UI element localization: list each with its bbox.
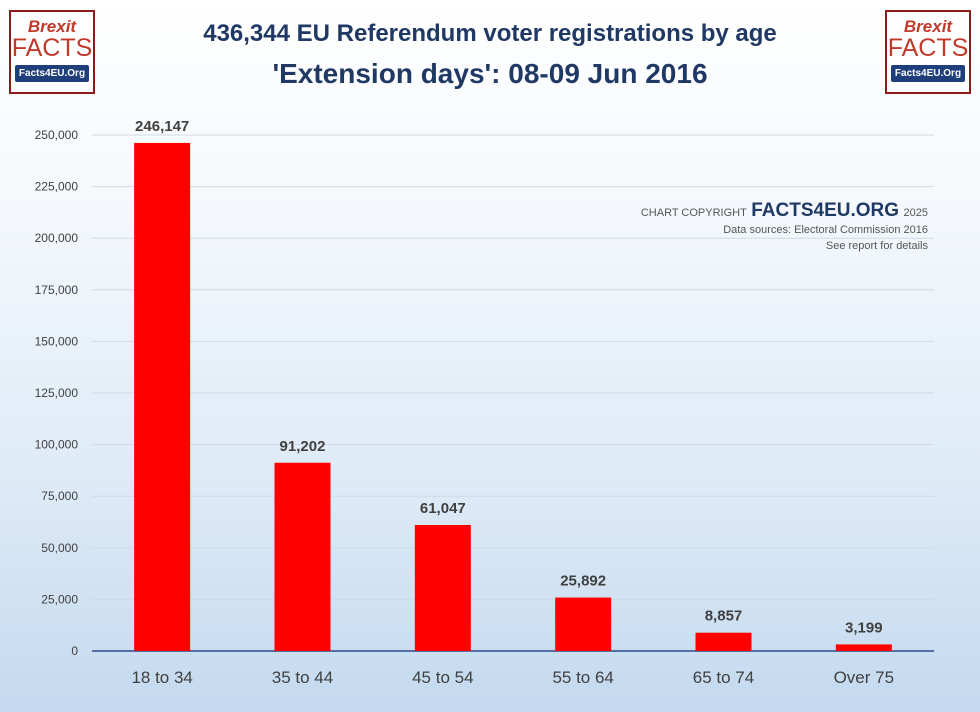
x-tick-label: 35 to 44: [272, 668, 333, 687]
report-details-text: See report for details: [825, 240, 928, 252]
copyright-prefix: CHART COPYRIGHT: [640, 207, 747, 219]
bar: [835, 644, 892, 651]
data-label: 61,047: [420, 500, 466, 517]
x-tick-label: 18 to 34: [131, 668, 192, 687]
data-sources-text: Data sources: Electoral Commission 2016: [723, 224, 928, 236]
y-tick-label: 175,000: [35, 283, 79, 297]
copyright-block: CHART COPYRIGHT FACTS4EU.ORG 2025 Data s…: [641, 200, 928, 254]
y-tick-label: 125,000: [35, 386, 79, 400]
data-label: 25,892: [560, 573, 606, 590]
data-label: 246,147: [135, 118, 189, 135]
chart-title: 436,344 EU Referendum voter registration…: [203, 20, 777, 47]
bar: [274, 462, 331, 651]
logo-url-text: Facts4EU.Org: [15, 65, 89, 82]
bar: [134, 142, 191, 652]
data-label: 8,857: [705, 608, 743, 625]
chart-subtitle: 'Extension days': 08-09 Jun 2016: [272, 58, 708, 89]
y-tick-label: 250,000: [35, 128, 79, 142]
brexit-facts-logo-right: Brexit FACTS Facts4EU.Org: [885, 10, 971, 94]
x-tick-label: 65 to 74: [693, 668, 754, 687]
x-tick-label: Over 75: [834, 668, 894, 687]
logo-facts-text: FACTS: [887, 34, 969, 62]
y-tick-label: 25,000: [41, 592, 78, 606]
bar: [555, 597, 612, 651]
bar: [695, 632, 752, 651]
logo-brexit-text: Brexit: [903, 17, 953, 36]
y-tick-label: 75,000: [41, 489, 78, 503]
copyright-brand: FACTS4EU.ORG: [751, 200, 900, 221]
copyright-year: 2025: [903, 207, 928, 219]
logo-url-text: Facts4EU.Org: [891, 65, 965, 82]
y-tick-label: 150,000: [35, 334, 79, 348]
logo-brexit-text: Brexit: [27, 17, 77, 36]
y-tick-label: 225,000: [35, 180, 79, 194]
logo-facts-text: FACTS: [11, 34, 93, 62]
brexit-facts-logo-left: Brexit FACTS Facts4EU.Org: [9, 10, 95, 94]
bar: [414, 524, 471, 651]
x-tick-label: 45 to 54: [412, 668, 473, 687]
y-tick-label: 50,000: [41, 541, 78, 555]
y-tick-label: 0: [71, 644, 78, 658]
x-tick-label: 55 to 64: [552, 668, 613, 687]
data-label: 3,199: [845, 619, 883, 636]
y-tick-label: 200,000: [35, 231, 79, 245]
y-tick-label: 100,000: [35, 438, 79, 452]
data-label: 91,202: [280, 438, 326, 455]
